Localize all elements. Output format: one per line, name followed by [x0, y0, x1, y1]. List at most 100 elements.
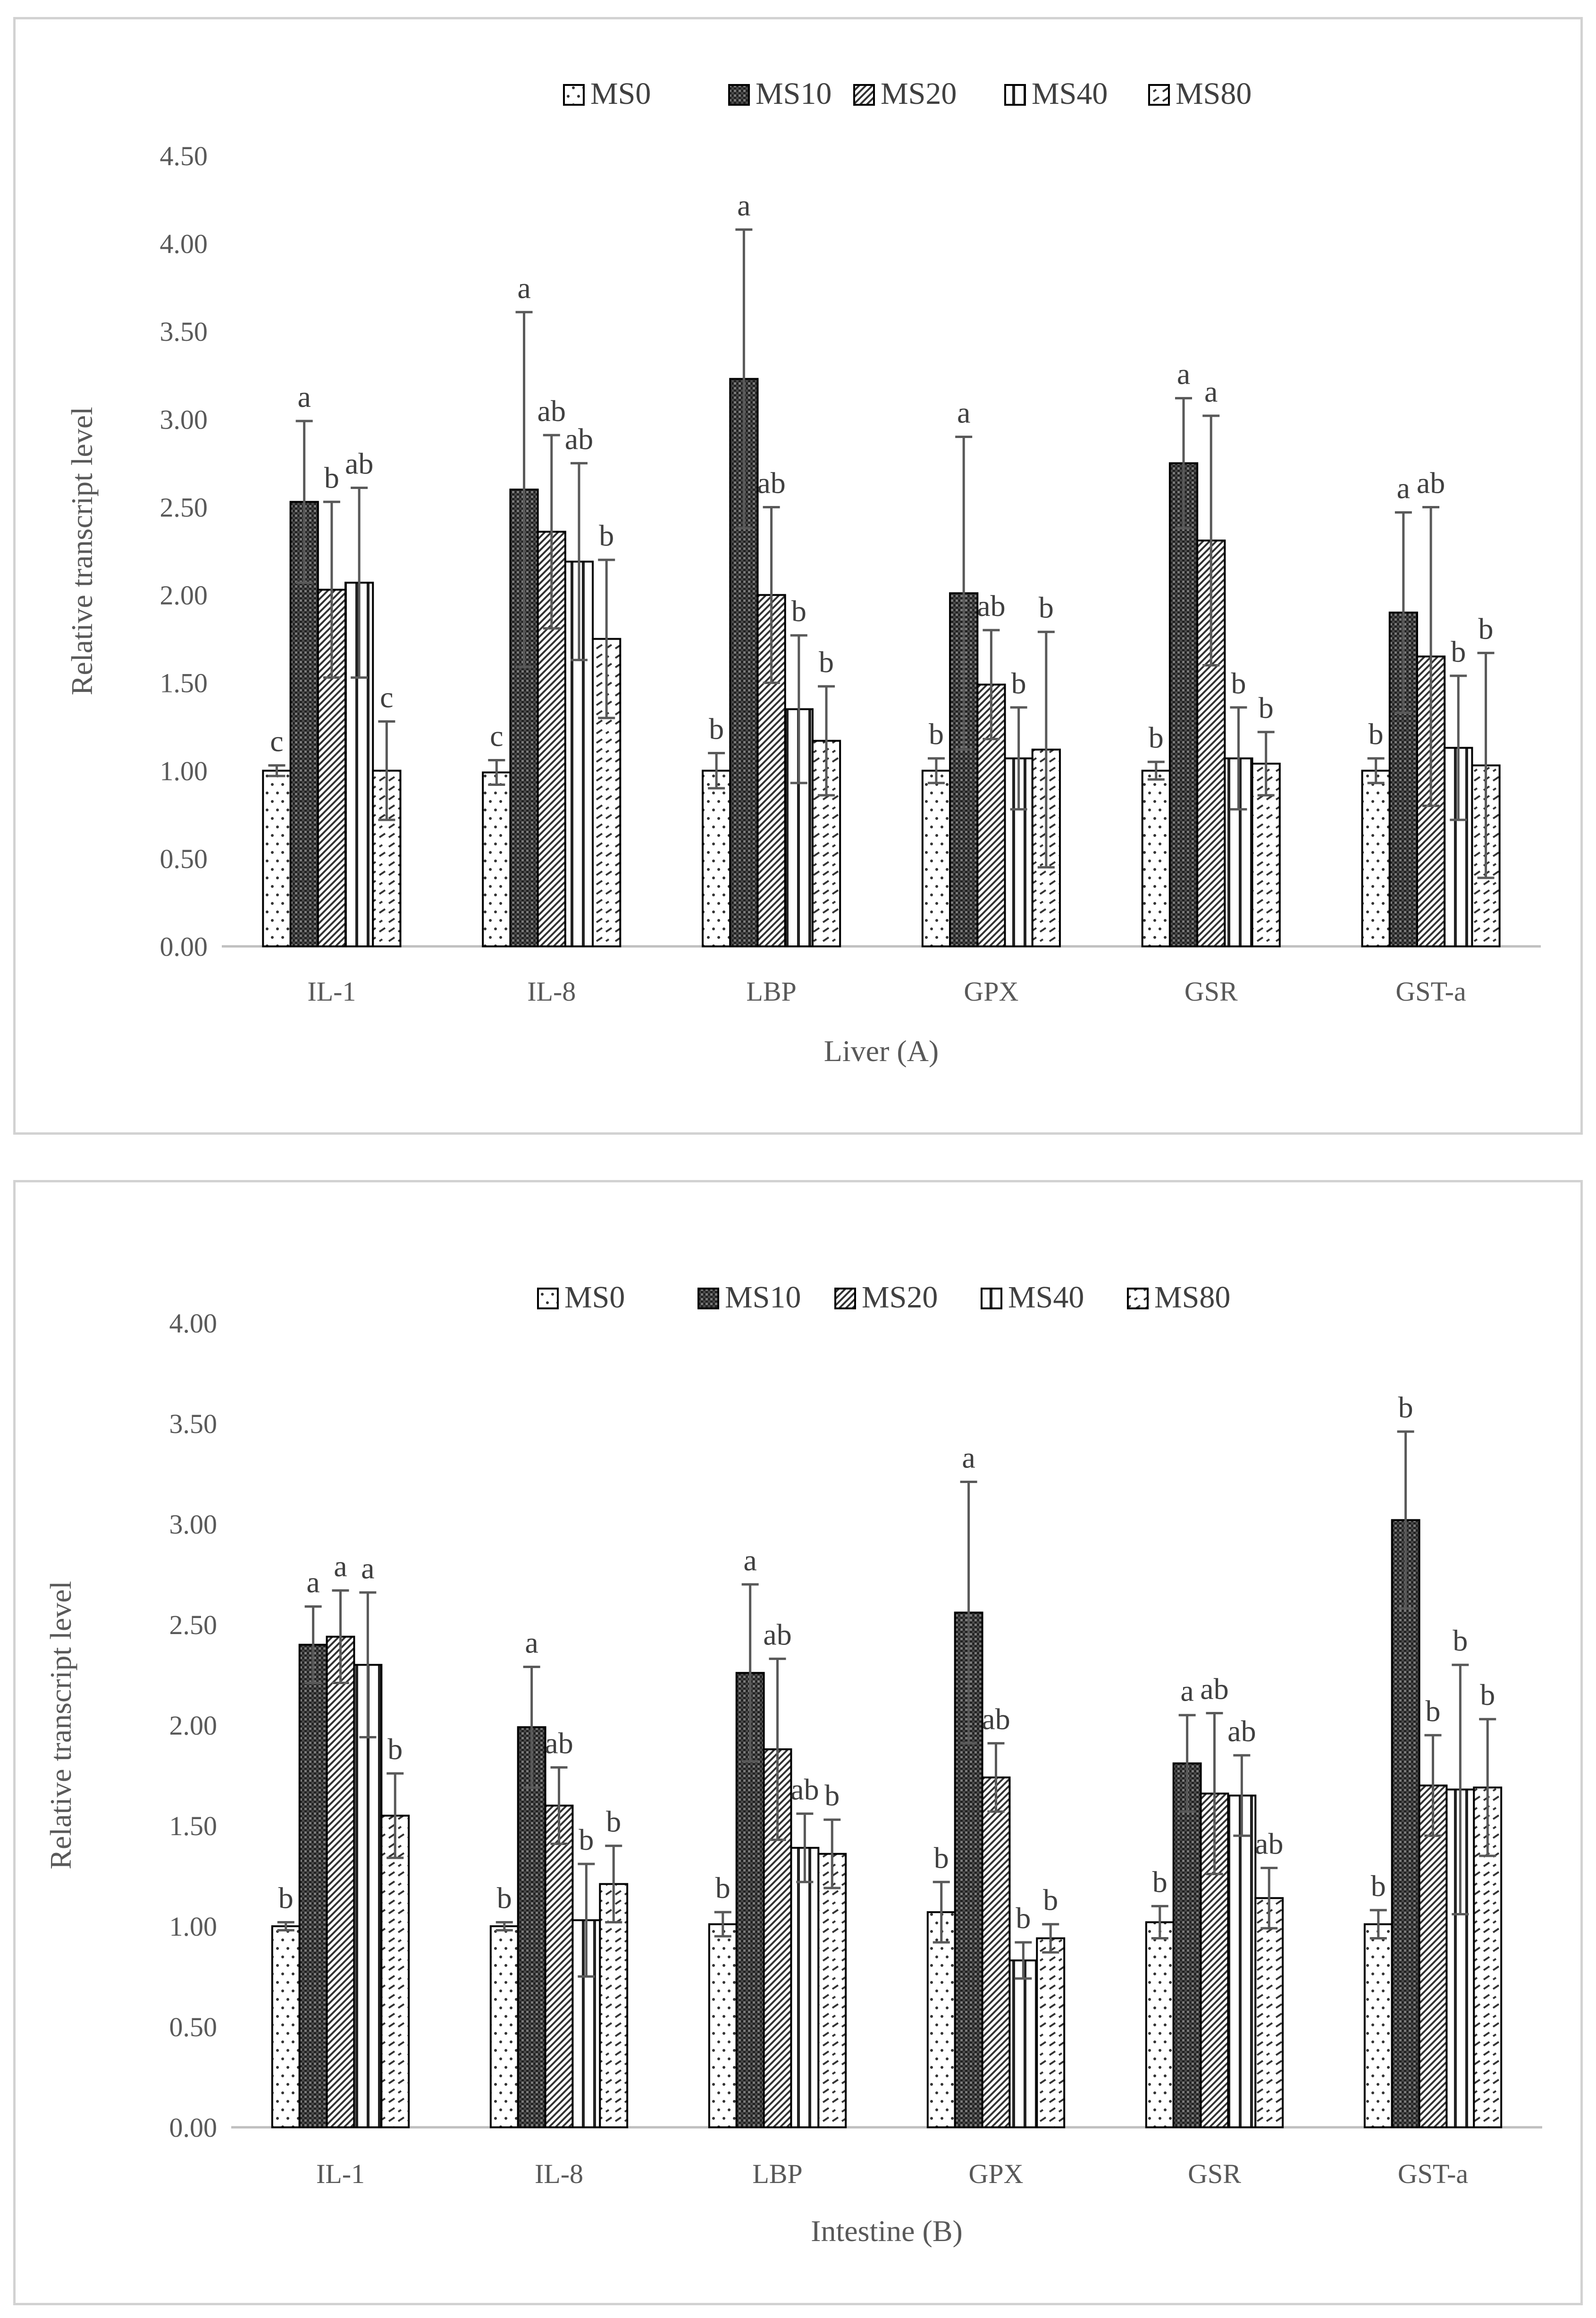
significance-label: ab — [538, 394, 566, 428]
legend-label-ms20: MS20 — [881, 76, 957, 111]
y-tick-label: 1.00 — [160, 756, 208, 786]
y-tick-label: 1.00 — [169, 1911, 218, 1942]
legend-swatch-ms10 — [697, 1288, 719, 1309]
y-tick-label: 0.50 — [160, 843, 208, 874]
x-tick-label: IL-8 — [535, 2158, 583, 2189]
bar-ms10-gst-a — [1391, 1519, 1420, 2128]
x-tick-label: IL-1 — [307, 976, 356, 1007]
legend-label-ms40: MS40 — [1008, 1280, 1084, 1315]
significance-label: ab — [790, 1772, 819, 1806]
legend-swatch-ms80 — [1148, 84, 1170, 106]
significance-label: b — [934, 1841, 949, 1874]
bar-ms40-lbp — [790, 1846, 820, 2129]
bar-ms0-gsr — [1141, 769, 1171, 948]
bar-ms80-il-1 — [372, 769, 402, 948]
bar-ms0-il-1 — [262, 769, 292, 948]
bar-ms10-il-1 — [298, 1644, 328, 2129]
significance-label: b — [1453, 1624, 1468, 1657]
bar-ms80-il-1 — [380, 1814, 410, 2128]
significance-label: a — [297, 380, 311, 413]
significance-label: b — [791, 594, 806, 628]
x-tick-label: IL-1 — [316, 2158, 365, 2189]
significance-label: b — [1478, 612, 1494, 645]
significance-label: ab — [757, 466, 785, 499]
y-tick-label: 3.50 — [169, 1408, 218, 1439]
significance-label: ab — [977, 589, 1005, 623]
legend-swatch-ms80 — [1127, 1288, 1149, 1309]
legend-swatch-ms0 — [563, 84, 585, 106]
significance-label: a — [962, 1441, 975, 1475]
legend-swatch-ms20 — [834, 1288, 856, 1309]
y-tick-label: 3.50 — [160, 316, 208, 347]
significance-label: a — [957, 396, 970, 430]
significance-label: b — [1039, 591, 1054, 624]
y-tick-label: 0.00 — [169, 2112, 218, 2143]
x-tick-label: GST-a — [1398, 2158, 1468, 2189]
significance-label: b — [324, 461, 339, 494]
significance-label: b — [929, 717, 944, 751]
y-tick-label: 0.50 — [169, 2012, 218, 2042]
bar-ms0-gpx — [926, 1911, 956, 2128]
significance-label: c — [380, 681, 393, 714]
legend-label-ms0: MS0 — [590, 76, 651, 111]
bar-ms0-gst-a — [1363, 1923, 1393, 2128]
significance-label: a — [1204, 375, 1218, 408]
bar-ms0-lbp — [708, 1923, 738, 2128]
bar-ms0-gst-a — [1361, 769, 1391, 948]
y-tick-label: 1.50 — [160, 668, 208, 699]
significance-label: c — [490, 719, 503, 752]
bar-ms80-lbp — [817, 1853, 847, 2128]
bar-ms20-il-8 — [544, 1804, 574, 2128]
bar-ms20-il-1 — [326, 1635, 355, 2128]
significance-label: b — [599, 519, 614, 552]
significance-label: b — [1011, 666, 1026, 700]
y-tick-label: 2.00 — [169, 1710, 218, 1741]
significance-label: b — [1480, 1678, 1495, 1711]
x-tick-label: GSR — [1184, 976, 1238, 1007]
significance-label: b — [1451, 635, 1466, 668]
significance-label: b — [1369, 717, 1384, 751]
bar-ms40-gpx — [1008, 1959, 1038, 2128]
significance-label: a — [361, 1551, 374, 1585]
significance-label: ab — [1255, 1827, 1283, 1860]
significance-label: ab — [1417, 466, 1445, 499]
legend-swatch-ms40 — [981, 1288, 1002, 1309]
significance-label: ab — [982, 1702, 1010, 1736]
x-tick-label: GPX — [964, 976, 1018, 1007]
bar-ms80-gsr — [1254, 1897, 1284, 2129]
bar-ms0-il-8 — [482, 771, 512, 947]
significance-label: a — [525, 1626, 538, 1659]
legend-label-ms80: MS80 — [1176, 76, 1252, 111]
bar-ms80-gpx — [1036, 1937, 1066, 2129]
y-tick-label: 2.50 — [160, 492, 208, 523]
y-tick-label: 0.00 — [160, 931, 208, 962]
y-tick-label: 2.50 — [169, 1610, 218, 1640]
significance-label: ab — [565, 422, 593, 455]
bar-ms40-gsr — [1227, 1795, 1257, 2129]
significance-label: b — [715, 1871, 731, 1905]
bar-ms20-gpx — [981, 1776, 1011, 2128]
bar-ms0-il-8 — [489, 1925, 519, 2128]
legend-label-ms10: MS10 — [756, 76, 832, 111]
significance-label: b — [1231, 666, 1246, 700]
x-tick-label: GSR — [1188, 2158, 1241, 2189]
liver-chart: 0.00 0.50 1.00 1.50 2.00 2.50 3.00 3.50 4.00 4.50… — [65, 76, 1541, 1068]
x-axis-title: Intestine (B) — [811, 2214, 963, 2248]
significance-label: c — [270, 725, 283, 758]
legend-label-ms10: MS10 — [725, 1280, 801, 1315]
legend-label-ms0: MS0 — [564, 1280, 625, 1315]
y-tick-label: 4.50 — [160, 141, 208, 171]
significance-label: b — [709, 712, 724, 746]
significance-label: a — [743, 1543, 756, 1577]
legend-label-ms40: MS40 — [1032, 76, 1108, 111]
y-tick-label: 3.00 — [160, 404, 208, 435]
significance-label: b — [1259, 691, 1274, 725]
legend-label-ms20: MS20 — [862, 1280, 938, 1315]
bar-ms0-lbp — [702, 769, 731, 948]
significance-label: b — [1398, 1391, 1413, 1424]
liver-panel-frame — [13, 17, 1583, 1135]
y-tick-label: 1.50 — [169, 1811, 218, 1841]
y-tick-label: 2.00 — [160, 580, 208, 611]
y-tick-label: 4.00 — [160, 228, 208, 259]
